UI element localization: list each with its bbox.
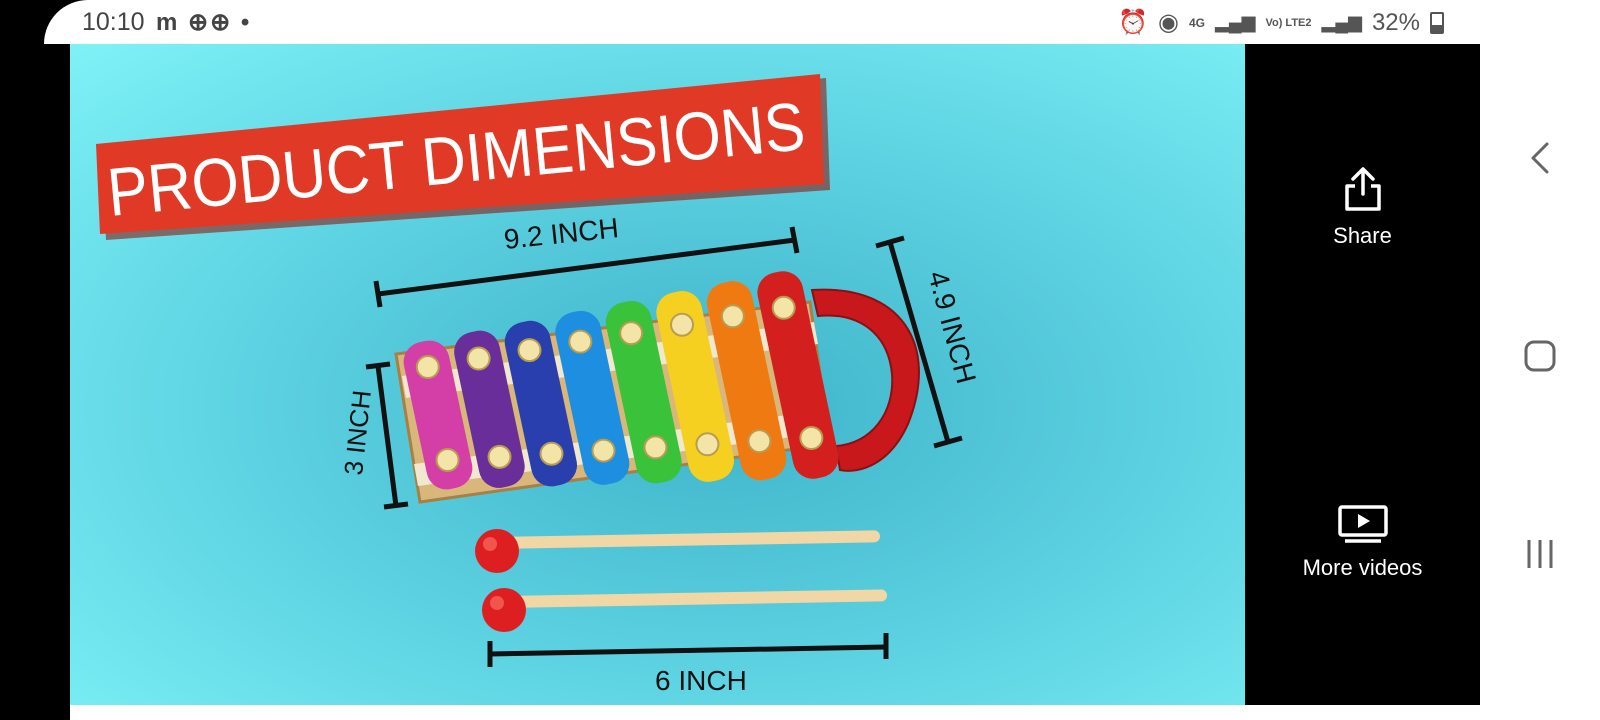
bottom-edge xyxy=(0,705,1480,720)
xylophone xyxy=(394,271,920,504)
hotspot-icon: ◉ xyxy=(1158,9,1179,36)
status-right-icons: ⏰ ◉ 4G ▂▄▆ Vo) LTE2 ▂▄▆ 32% xyxy=(1118,8,1444,37)
bar-pin xyxy=(720,304,745,329)
home-square-icon xyxy=(1524,340,1556,372)
bar-pin xyxy=(771,295,796,320)
video-side-panel: Share More videos xyxy=(1245,44,1480,705)
bar-pin xyxy=(517,338,542,363)
bar-pin xyxy=(539,441,564,466)
bar-pin xyxy=(670,312,695,337)
home-button[interactable] xyxy=(1510,336,1570,376)
notification-icons: m ⊕⊕ • xyxy=(156,9,252,36)
bar-pin xyxy=(487,444,512,469)
battery-icon xyxy=(1430,11,1444,34)
signal-icon: ▂▄▆ xyxy=(1215,12,1256,32)
bar-pin xyxy=(643,435,668,460)
bar-pin xyxy=(695,432,720,457)
more-videos-button[interactable]: More videos xyxy=(1245,504,1480,581)
mallets xyxy=(475,529,888,632)
xylophone-bar xyxy=(706,281,787,481)
bar-pin xyxy=(799,426,824,450)
alarm-icon: ⏰ xyxy=(1118,9,1149,36)
share-icon xyxy=(1344,167,1381,211)
chevron-left-icon xyxy=(1531,142,1549,174)
status-time: 10:10 xyxy=(82,8,145,36)
dim-top-label: 9.2 INCH xyxy=(502,212,620,255)
recents-button[interactable] xyxy=(1510,534,1570,574)
recents-icon xyxy=(1527,540,1553,568)
bar-pin xyxy=(619,321,644,346)
navigation-bar xyxy=(1480,0,1600,720)
bar-pin xyxy=(466,346,491,371)
product-image: PRODUCT DIMENSIONS 9.2 INCH 4.9 INCH 3 I… xyxy=(96,74,982,696)
video-frame[interactable]: PRODUCT DIMENSIONS 9.2 INCH 4.9 INCH 3 I… xyxy=(70,44,1245,705)
network-type: 4G xyxy=(1188,15,1205,30)
dim-top xyxy=(373,226,800,308)
banner: PRODUCT DIMENSIONS xyxy=(96,74,830,240)
share-label: Share xyxy=(1333,223,1392,248)
bar-pin xyxy=(591,438,616,463)
back-button[interactable] xyxy=(1510,138,1570,178)
lte-label: Vo) LTE2 xyxy=(1265,16,1312,29)
more-videos-label: More videos xyxy=(1302,555,1423,580)
status-bar: 10:10 m ⊕⊕ • ⏰ ◉ 4G ▂▄▆ Vo) LTE2 ▂▄▆ 32% xyxy=(44,0,1480,44)
battery-percent: 32% xyxy=(1371,8,1420,36)
dim-bottom xyxy=(487,633,889,667)
bar-pin xyxy=(568,329,593,354)
dim-left-label: 3 INCH xyxy=(338,389,377,477)
dim-bottom-label: 6 INCH xyxy=(655,665,747,696)
signal-icon-2: ▂▄▆ xyxy=(1321,12,1362,32)
xylophone-bar xyxy=(757,271,839,479)
bar-pin xyxy=(747,429,772,454)
bar-pin xyxy=(415,355,440,379)
xylophone-bar xyxy=(656,291,734,482)
dim-right xyxy=(875,235,963,449)
dim-right-label: 4.9 INCH xyxy=(922,268,982,387)
dim-left xyxy=(365,361,409,510)
video-library-icon xyxy=(1337,505,1388,543)
share-button[interactable]: Share xyxy=(1245,166,1480,249)
bar-pin xyxy=(435,448,460,472)
xylophone-bar xyxy=(605,300,682,484)
